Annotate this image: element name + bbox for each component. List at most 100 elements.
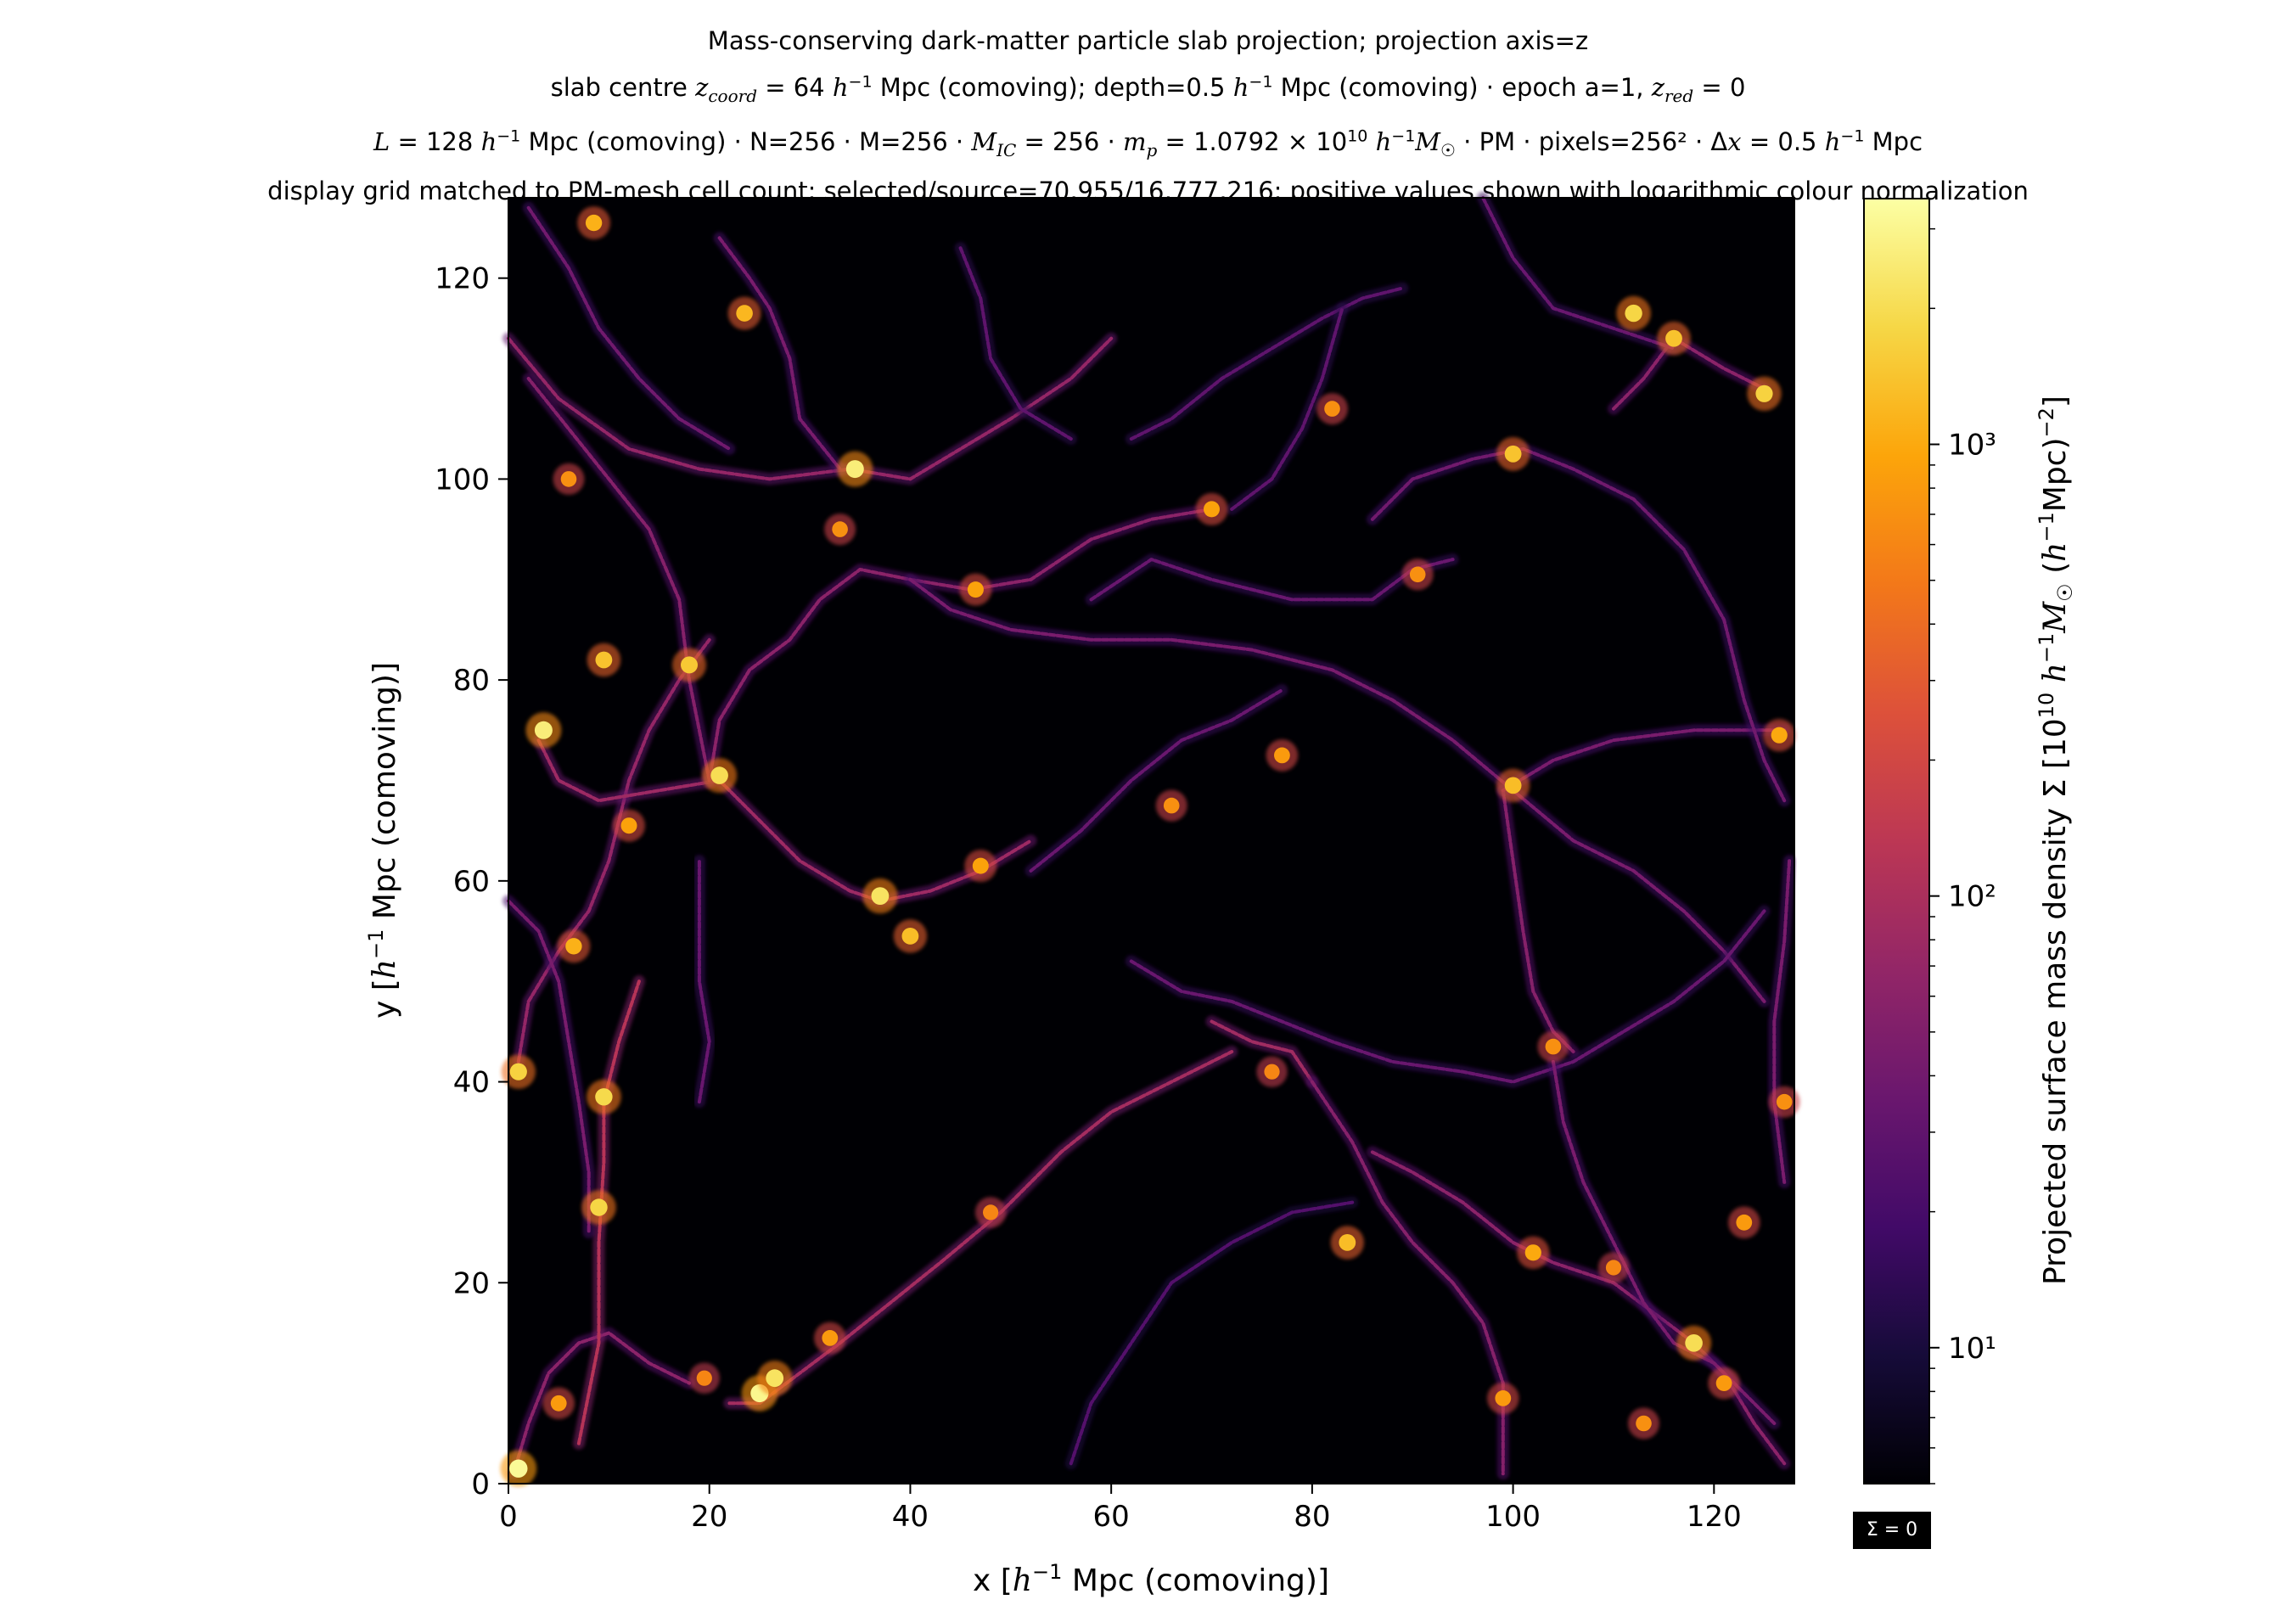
colorbar-ticks: 10¹ 10² 10³ bbox=[1929, 227, 1996, 1484]
filament-28 bbox=[1069, 1200, 1355, 1466]
filament-9 bbox=[717, 236, 842, 471]
y-tick-label-40: 40 bbox=[453, 1066, 490, 1100]
plot-frame bbox=[508, 197, 1795, 1484]
x-tick-label-0: 0 bbox=[499, 1500, 518, 1534]
x-tick-label-100: 100 bbox=[1485, 1500, 1541, 1534]
chart-subtitle-slab: slab centre zcoord = 64 h−1 Mpc (comovin… bbox=[550, 72, 1746, 106]
x-tick-label-40: 40 bbox=[892, 1500, 929, 1534]
halo-46 bbox=[1605, 1260, 1622, 1276]
y-tick-label-20: 20 bbox=[453, 1266, 490, 1300]
halo-4 bbox=[845, 460, 864, 479]
halo-14 bbox=[1504, 445, 1522, 463]
halo-21 bbox=[565, 938, 582, 955]
halo-12 bbox=[509, 1063, 527, 1080]
halo-31 bbox=[1274, 747, 1290, 764]
halo-45 bbox=[1264, 1064, 1280, 1080]
filament-21 bbox=[1129, 286, 1405, 441]
y-tick-label-120: 120 bbox=[435, 262, 490, 296]
filament-23 bbox=[1230, 306, 1344, 511]
y-tick-label-80: 80 bbox=[453, 664, 490, 698]
filament-26 bbox=[507, 899, 591, 1235]
filament-12 bbox=[1501, 728, 1787, 793]
halo-11 bbox=[1755, 384, 1773, 402]
filament-14 bbox=[1129, 909, 1766, 1084]
colorbar-tick-label-100: 10² bbox=[1948, 880, 1996, 914]
filament-4 bbox=[536, 738, 1033, 903]
filament-27 bbox=[697, 859, 711, 1104]
halo-27 bbox=[972, 857, 989, 874]
halo-9 bbox=[1685, 1334, 1703, 1352]
halo-28 bbox=[1736, 1214, 1753, 1231]
colorbar-tick-label-10: 10¹ bbox=[1948, 1332, 1996, 1366]
filament-2 bbox=[576, 979, 641, 1445]
filament-20 bbox=[1370, 446, 1787, 803]
filament-10 bbox=[908, 577, 1766, 1003]
colorbar-label: Projected surface mass density Σ [1010 h… bbox=[2035, 396, 2077, 1285]
y-tick-label-0: 0 bbox=[471, 1468, 490, 1501]
filament-3 bbox=[516, 637, 711, 1064]
colorbar bbox=[1863, 198, 1930, 1484]
heatmap-background bbox=[508, 198, 1794, 1484]
filament-22 bbox=[1029, 688, 1284, 873]
halo-3 bbox=[534, 721, 553, 739]
halo-15 bbox=[595, 651, 613, 669]
halo-7 bbox=[595, 1088, 613, 1106]
filament-8 bbox=[526, 205, 732, 451]
y-tick-label-60: 60 bbox=[453, 865, 490, 899]
halo-16 bbox=[1504, 777, 1522, 794]
x-tick-label-120: 120 bbox=[1687, 1500, 1742, 1534]
halo-13 bbox=[681, 656, 698, 674]
halo-41 bbox=[1776, 1093, 1793, 1110]
y-tick-label-100: 100 bbox=[435, 463, 490, 497]
halo-25 bbox=[967, 581, 984, 598]
halo-36 bbox=[1545, 1038, 1562, 1055]
colorbar-zero-label: Σ = 0 bbox=[1853, 1512, 1931, 1549]
halo-18 bbox=[901, 928, 919, 945]
filament-29 bbox=[1772, 859, 1792, 1184]
x-tick-label-80: 80 bbox=[1294, 1500, 1330, 1534]
halo-32 bbox=[1163, 797, 1180, 814]
halo-0 bbox=[509, 1459, 528, 1478]
filament-19 bbox=[1481, 196, 1676, 351]
halo-10 bbox=[1625, 304, 1642, 323]
filament-13 bbox=[1210, 1019, 1314, 1084]
halo-40 bbox=[550, 1395, 567, 1412]
chart-subtitle-params: L = 128 h−1 Mpc (comoving) · N=256 · M=2… bbox=[373, 126, 1923, 160]
filament-5 bbox=[707, 507, 1214, 783]
halo-20 bbox=[585, 214, 603, 232]
halo-29 bbox=[1495, 1390, 1512, 1406]
halo-34 bbox=[1409, 566, 1426, 583]
y-axis-ticks: 0 20 40 60 80 100 120 bbox=[435, 262, 508, 1501]
y-axis-label: y [h−1 Mpc (comoving)] bbox=[364, 662, 402, 1019]
halo-24 bbox=[1204, 501, 1220, 518]
halo-6 bbox=[871, 887, 890, 905]
halo-35 bbox=[832, 521, 848, 537]
halo-26 bbox=[620, 817, 637, 834]
x-axis-ticks: 0 20 40 60 80 100 120 bbox=[499, 1484, 1742, 1534]
halo-42 bbox=[560, 471, 577, 487]
halo-39 bbox=[1636, 1415, 1652, 1432]
halo-33 bbox=[1665, 329, 1682, 347]
halo-8 bbox=[590, 1198, 608, 1216]
halo-2 bbox=[766, 1369, 784, 1388]
halo-19 bbox=[736, 305, 753, 322]
x-tick-label-20: 20 bbox=[691, 1500, 727, 1534]
halo-38 bbox=[1715, 1375, 1732, 1391]
halo-37 bbox=[1324, 401, 1340, 417]
filament-25 bbox=[958, 246, 1073, 441]
filament-0 bbox=[511, 1331, 691, 1476]
halo-43 bbox=[983, 1204, 999, 1221]
halo-30 bbox=[822, 1330, 839, 1346]
filament-15 bbox=[1310, 1080, 1505, 1476]
halo-17 bbox=[1339, 1234, 1356, 1251]
x-axis-label: x [h−1 Mpc (comoving)] bbox=[973, 1560, 1329, 1598]
halo-23 bbox=[1771, 727, 1788, 744]
chart-title-block: Mass-conserving dark-matter particle sla… bbox=[0, 20, 2296, 211]
heatmap-halos bbox=[500, 206, 1800, 1487]
x-tick-label-60: 60 bbox=[1093, 1500, 1130, 1534]
colorbar-tick-label-1000: 10³ bbox=[1948, 429, 1996, 463]
chart-title: Mass-conserving dark-matter particle sla… bbox=[707, 26, 1589, 55]
halo-44 bbox=[696, 1370, 712, 1386]
halo-5 bbox=[710, 766, 728, 784]
